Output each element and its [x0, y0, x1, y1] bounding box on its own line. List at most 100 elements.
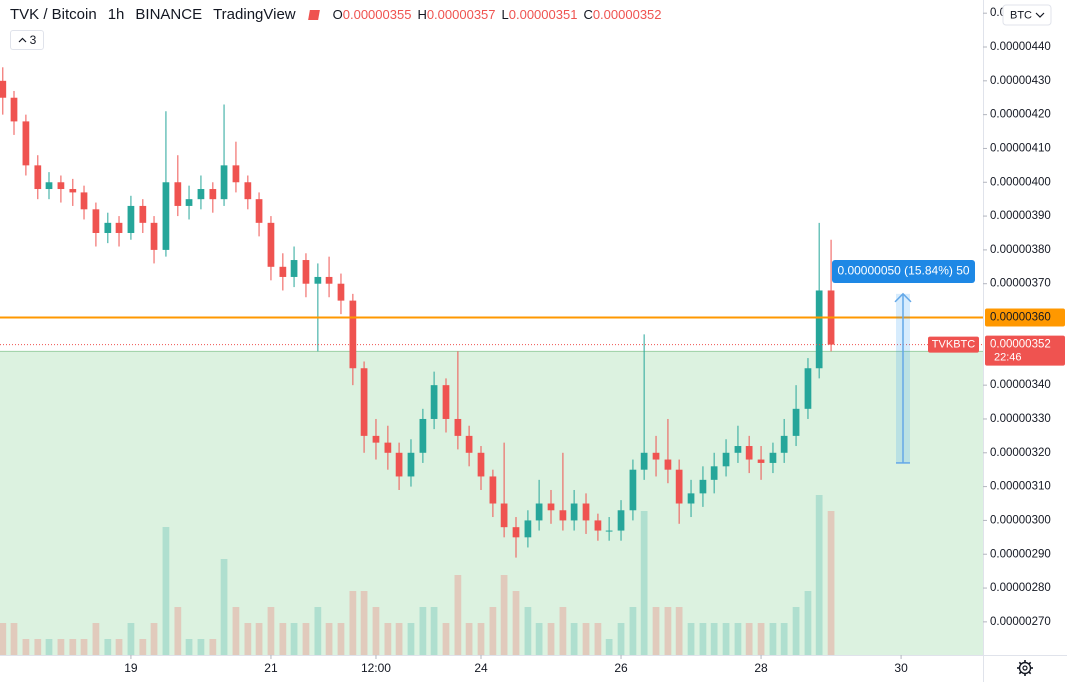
volume-bar [419, 607, 427, 655]
volume-bar [267, 607, 275, 655]
y-tick-label: 0.00000340 [990, 379, 1051, 391]
y-tick-label: 0.00000280 [990, 582, 1051, 594]
candle-body [617, 510, 625, 531]
measure-label: 0.00000050 (15.84%) 50 [837, 264, 969, 278]
y-tick-label: 0.00000320 [990, 447, 1051, 459]
countdown-label: 22:46 [994, 351, 1022, 363]
y-tick-label: 0.00000390 [990, 210, 1051, 222]
x-tick-label: 21 [264, 661, 278, 675]
volume-bar [22, 639, 30, 655]
candle-body [722, 452, 730, 467]
candle-body [45, 182, 53, 190]
volume-bar [815, 495, 823, 655]
y-tick-label: 0.00000300 [990, 514, 1051, 526]
candle-body [559, 510, 567, 521]
candle-body [34, 165, 42, 190]
candle-body [745, 446, 753, 460]
ohlc-key: L [501, 7, 509, 22]
candle-body [734, 446, 742, 453]
measure-arrowhead [894, 292, 912, 303]
volume-bar [804, 591, 812, 655]
volume-bar [675, 607, 683, 655]
volume-bar [524, 607, 532, 655]
status-icon [307, 9, 320, 20]
chevron-icon [18, 37, 27, 43]
ohlc-value: 0.00000351 [508, 7, 578, 22]
currency-button-box [1002, 4, 1052, 26]
indicator-toggle[interactable]: 3 [10, 30, 44, 50]
volume-bar [512, 591, 520, 655]
volume-bar [430, 607, 438, 655]
candle-body [384, 442, 392, 453]
last-price-label: 0.00000352 [990, 339, 1051, 351]
ohlc-key: O [332, 7, 343, 22]
candle-body [675, 469, 683, 504]
volume-bar [69, 639, 77, 655]
y-tick-label: 0.00000290 [990, 548, 1051, 560]
volume-bar [45, 639, 53, 655]
volume-bar [290, 623, 298, 655]
volume-bar [115, 639, 123, 655]
volume-bar [325, 623, 333, 655]
x-tick-label: 26 [614, 661, 628, 675]
y-tick-label: 0.00000430 [990, 75, 1051, 87]
y-tick-label: 0.00000420 [990, 109, 1051, 121]
candle-body [419, 418, 427, 453]
candle-body [232, 165, 240, 183]
volume-bar [57, 639, 65, 655]
y-tick-label: 0.00000440 [990, 41, 1051, 53]
x-tick-label: 12:00 [361, 661, 391, 675]
hline-axis-label: 0.00000360 [990, 312, 1051, 324]
candle-body [302, 260, 310, 284]
volume-bar [232, 607, 240, 655]
exchange: BINANCE [135, 6, 203, 23]
candle-body [594, 520, 602, 531]
volume-bar [664, 607, 672, 655]
candle-body [629, 469, 637, 511]
source: TradingView [213, 6, 296, 23]
settings-button[interactable] [1017, 660, 1033, 676]
gear-hub [1022, 665, 1028, 671]
x-tick-label: 19 [124, 661, 138, 675]
x-tick-label: 28 [754, 661, 768, 675]
volume-bar [174, 607, 182, 655]
interval[interactable]: 1h [107, 6, 125, 23]
symbol-tag [928, 336, 979, 353]
volume-bar [699, 623, 707, 655]
volume-bar [162, 527, 170, 655]
candle-body [605, 530, 613, 532]
candle-body [699, 479, 707, 494]
volume-bar [769, 623, 777, 655]
symbol[interactable]: TVK / Bitcoin [10, 6, 97, 23]
candle-body [314, 276, 322, 284]
volume-bar [104, 639, 112, 655]
volume-bar [827, 511, 835, 655]
candle-body [150, 222, 158, 250]
candle-body [22, 121, 30, 166]
volume-bar [80, 639, 88, 655]
gear-tooth [1028, 661, 1032, 665]
candle-body [512, 527, 520, 538]
candle-body [325, 276, 333, 284]
candle-body [757, 459, 765, 463]
candle-body [710, 466, 718, 480]
volume-bar [687, 623, 695, 655]
volume-bar [535, 623, 543, 655]
volume-bar [407, 623, 415, 655]
volume-bar [489, 607, 497, 655]
volume-bar [617, 623, 625, 655]
candle-body [162, 182, 170, 250]
candle-body [477, 452, 485, 477]
volume-bar [605, 639, 613, 655]
candle-body [92, 209, 100, 233]
candle-body [290, 260, 298, 277]
candle-body [337, 283, 345, 301]
candle-body [815, 290, 823, 369]
candle-body [792, 408, 800, 436]
volume-bar [360, 591, 368, 655]
candle-body [255, 199, 263, 223]
volume-bar [582, 623, 590, 655]
x-tick-label: 24 [474, 661, 488, 675]
currency-button[interactable]: BTC [1002, 4, 1052, 26]
candle-body [279, 266, 287, 277]
